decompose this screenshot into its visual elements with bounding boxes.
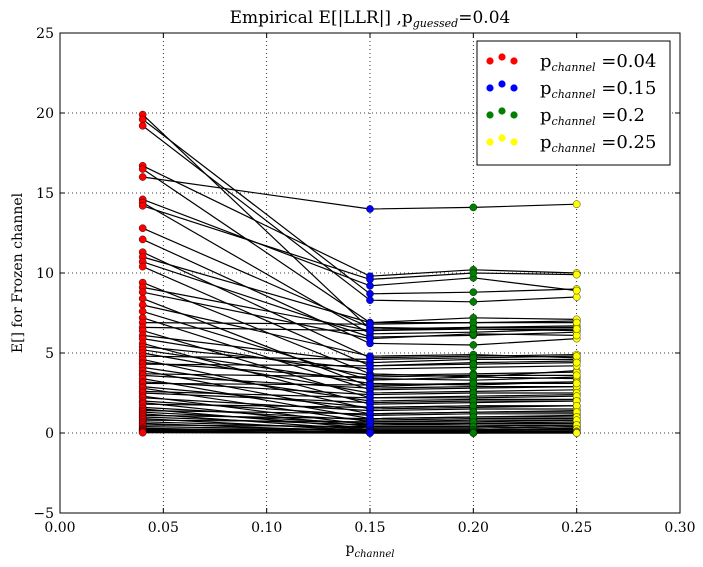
data-point [573, 380, 580, 387]
data-point [139, 122, 146, 129]
data-point [366, 321, 373, 328]
data-point [139, 295, 146, 302]
legend-marker [510, 84, 517, 91]
data-point [366, 282, 373, 289]
legend-marker [486, 111, 493, 118]
x-tick-label: 0.00 [44, 520, 75, 536]
data-point [366, 335, 373, 342]
legend-marker [498, 80, 505, 87]
data-point [470, 380, 477, 387]
x-tick-label: 0.05 [148, 520, 179, 536]
data-point [139, 301, 146, 308]
data-point [366, 327, 373, 334]
y-tick-label: 15 [36, 186, 54, 202]
y-tick-label: 0 [45, 426, 54, 442]
data-point [573, 319, 580, 326]
data-point [470, 289, 477, 296]
data-point [139, 165, 146, 172]
chart-title: Empirical E[|LLR|] ,pguessed=0.04 [230, 8, 511, 30]
data-point [470, 361, 477, 368]
legend-marker [498, 53, 505, 60]
data-point [470, 372, 477, 379]
legend-marker [486, 57, 493, 64]
data-point [470, 325, 477, 332]
y-tick-label: 10 [36, 266, 54, 282]
data-point [573, 332, 580, 339]
x-tick-label: 0.25 [561, 520, 592, 536]
data-point [139, 263, 146, 270]
legend: pchannel =0.04pchannel =0.15pchannel =0.… [477, 41, 670, 165]
data-point [470, 354, 477, 361]
data-point [366, 205, 373, 212]
data-point [470, 269, 477, 276]
data-point [470, 204, 477, 211]
data-point [139, 308, 146, 315]
data-point [366, 356, 373, 363]
y-tick-label: 5 [45, 346, 54, 362]
data-point [139, 116, 146, 123]
data-point [573, 287, 580, 294]
x-tick-label: 0.20 [458, 520, 489, 536]
data-point [139, 173, 146, 180]
legend-marker [510, 111, 517, 118]
data-point [366, 362, 373, 369]
data-point [139, 225, 146, 232]
data-point [139, 202, 146, 209]
data-point [366, 429, 373, 436]
data-point [366, 381, 373, 388]
data-point [366, 373, 373, 380]
x-tick-label: 0.15 [354, 520, 385, 536]
data-point [470, 319, 477, 326]
x-tick-label: 0.30 [664, 520, 695, 536]
data-point [573, 353, 580, 360]
legend-marker [510, 57, 517, 64]
data-point [573, 429, 580, 436]
data-point [573, 271, 580, 278]
data-point [366, 404, 373, 411]
data-point [139, 289, 146, 296]
data-point [470, 341, 477, 348]
data-point [139, 236, 146, 243]
data-point [470, 429, 477, 436]
data-point [573, 359, 580, 366]
x-tick-label: 0.10 [251, 520, 282, 536]
y-tick-label: −5 [33, 506, 54, 522]
data-point [573, 325, 580, 332]
legend-marker [486, 84, 493, 91]
legend-marker [498, 107, 505, 114]
y-tick-label: 20 [36, 106, 54, 122]
data-point [366, 290, 373, 297]
legend-marker [486, 138, 493, 145]
data-point [470, 298, 477, 305]
legend-marker [510, 138, 517, 145]
data-point [139, 429, 146, 436]
data-point [366, 276, 373, 283]
y-tick-label: 25 [36, 26, 54, 42]
data-point [573, 201, 580, 208]
data-point [573, 402, 580, 409]
data-point [573, 372, 580, 379]
data-point [366, 297, 373, 304]
data-point [573, 293, 580, 300]
y-axis-label: E[] for Frozen channel [10, 192, 26, 353]
legend-marker [498, 134, 505, 141]
data-point [470, 402, 477, 409]
